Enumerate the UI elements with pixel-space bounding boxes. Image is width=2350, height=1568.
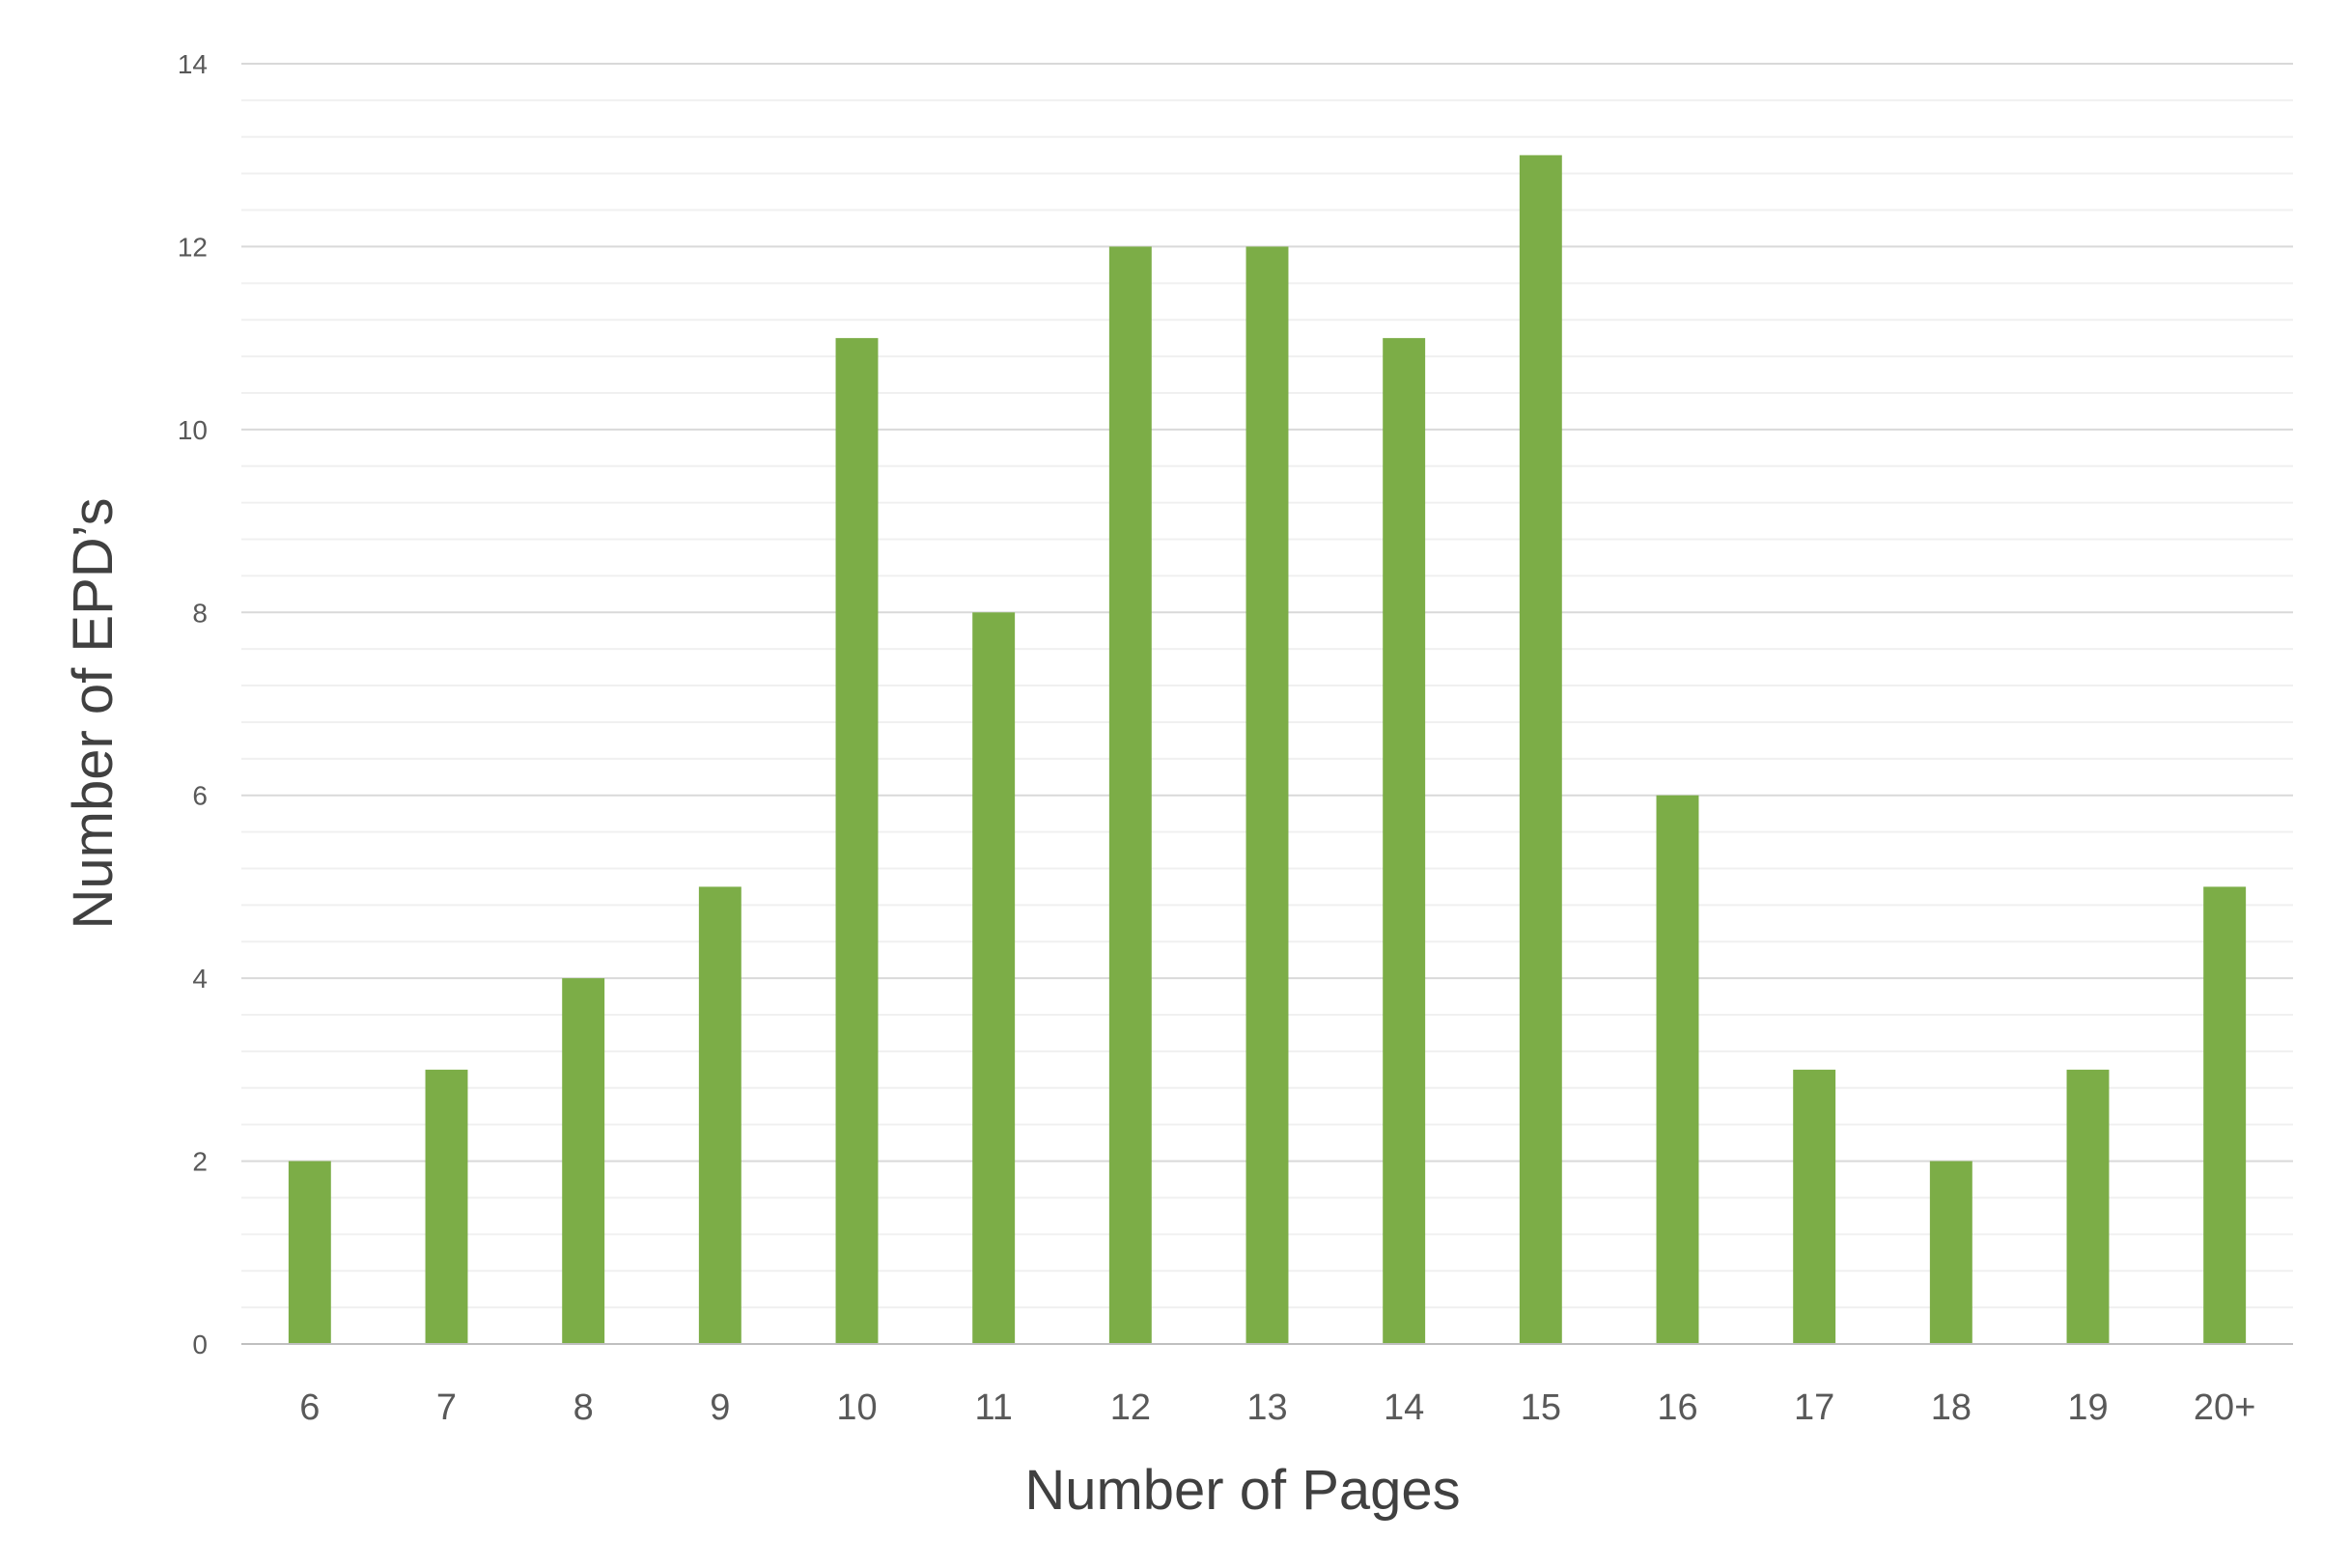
bars bbox=[288, 154, 2247, 1345]
x-tick-label: 18 bbox=[1931, 1387, 1972, 1428]
x-tick-label: 15 bbox=[1521, 1387, 1561, 1428]
bar-13 bbox=[1245, 246, 1289, 1344]
bar-18 bbox=[1929, 1161, 1972, 1344]
y-tick-label: 2 bbox=[192, 1147, 208, 1177]
bar-15 bbox=[1519, 154, 1562, 1345]
x-axis-title: Number of Pages bbox=[1024, 1459, 1460, 1522]
y-axis-title: Number of EPD’s bbox=[62, 498, 125, 930]
bar-16 bbox=[1656, 795, 1699, 1344]
y-tick-label: 12 bbox=[178, 232, 208, 262]
x-tick-label: 19 bbox=[2067, 1387, 2108, 1428]
x-tick-label: 12 bbox=[1110, 1387, 1151, 1428]
y-tick-label: 0 bbox=[192, 1330, 208, 1359]
bar-8 bbox=[562, 978, 605, 1344]
x-tick-label: 11 bbox=[974, 1387, 1012, 1428]
bar-17 bbox=[1793, 1069, 1836, 1344]
tick-labels: 0 2 4 6 8 10 12 14 6 7 8 9 10 11 12 13 14 15 16 17 18 19 20+ bbox=[178, 49, 2256, 1428]
x-tick-label: 9 bbox=[710, 1387, 730, 1428]
bar-7 bbox=[425, 1069, 468, 1344]
x-tick-label: 16 bbox=[1657, 1387, 1697, 1428]
x-tick-label: 20+ bbox=[2194, 1387, 2255, 1428]
bar-9 bbox=[698, 886, 741, 1344]
bar-20+ bbox=[2203, 886, 2247, 1344]
x-tick-label: 6 bbox=[299, 1387, 320, 1428]
x-tick-label: 13 bbox=[1246, 1387, 1287, 1428]
bar-12 bbox=[1108, 246, 1152, 1344]
bar-19 bbox=[2066, 1069, 2110, 1344]
x-tick-label: 8 bbox=[574, 1387, 594, 1428]
y-tick-label: 4 bbox=[192, 964, 208, 994]
bar-11 bbox=[972, 612, 1016, 1344]
y-tick-label: 8 bbox=[192, 598, 208, 628]
bar-10 bbox=[835, 338, 879, 1345]
x-tick-label: 17 bbox=[1794, 1387, 1834, 1428]
bar-6 bbox=[288, 1161, 331, 1344]
y-tick-label: 6 bbox=[192, 781, 208, 811]
x-tick-label: 14 bbox=[1384, 1387, 1424, 1428]
x-tick-label: 10 bbox=[836, 1387, 877, 1428]
y-tick-label: 10 bbox=[178, 415, 208, 445]
x-tick-label: 7 bbox=[436, 1387, 457, 1428]
y-tick-label: 14 bbox=[178, 49, 208, 79]
bar-14 bbox=[1383, 338, 1426, 1345]
